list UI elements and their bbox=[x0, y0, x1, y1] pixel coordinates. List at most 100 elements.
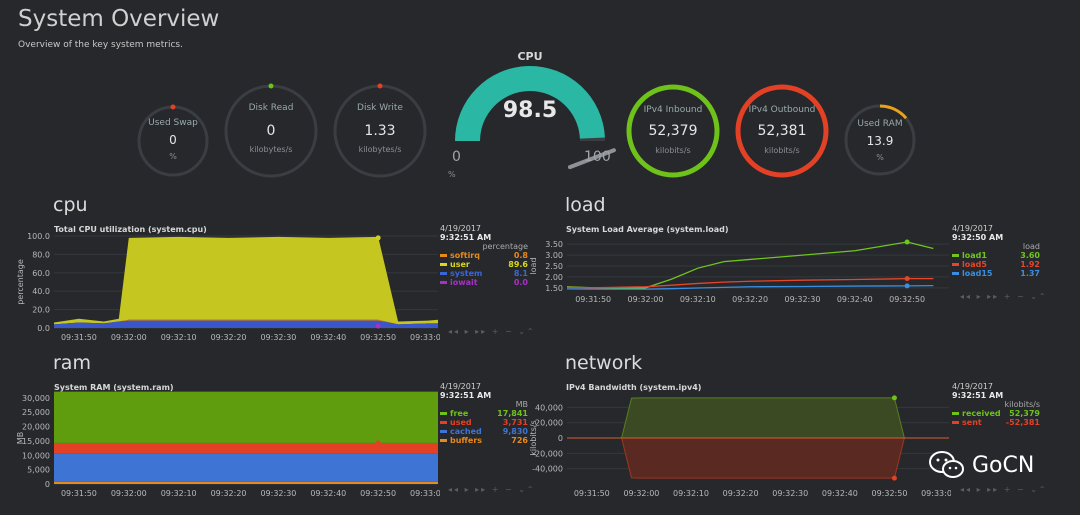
legend-item-user[interactable]: user 89.6 bbox=[440, 260, 528, 269]
network-chart-controls[interactable]: ◂◂ ▸ ▸▸ + − ⌄⌃ bbox=[960, 485, 1048, 494]
cpu-chart[interactable]: 0.0 20.0 40.0 60.0 80.0 100.0 percentage 09:31:… bbox=[14, 230, 440, 342]
disk-write-ring bbox=[333, 83, 427, 178]
cpu-gauge-value: 98.5 bbox=[502, 98, 558, 123]
load-legend: 4/19/2017 9:32:50 AM load load1 3.60 load5… bbox=[952, 224, 1040, 278]
x-tick-label: 09:32:00 bbox=[628, 295, 664, 304]
legend-item-softirq[interactable]: softirq 0.8 bbox=[440, 251, 528, 260]
ram-chart-controls[interactable]: ◂◂ ▸ ▸▸ + − ⌄⌃ bbox=[448, 485, 536, 494]
x-tick-label: 09:32:20 bbox=[732, 295, 768, 304]
y-tick-label: 3.50 bbox=[545, 240, 563, 249]
x-tick-label: 09:32:10 bbox=[161, 333, 197, 342]
cpu-gauge-needle bbox=[567, 148, 616, 170]
legend-item-system[interactable]: system 8.1 bbox=[440, 269, 528, 278]
legend-name: softirq bbox=[450, 251, 480, 260]
y-tick-label: 30,000 bbox=[22, 394, 50, 403]
ipv4-outbound-value: 52,381 bbox=[757, 123, 807, 139]
legend-item-received[interactable]: received 52,379 bbox=[952, 409, 1040, 418]
legend-value: -52,381 bbox=[1005, 418, 1040, 427]
cpu-point-user bbox=[375, 235, 381, 241]
legend-item-sent[interactable]: sent -52,381 bbox=[952, 418, 1040, 427]
used-ram-gauge[interactable]: Used RAM 13.9 % bbox=[843, 103, 917, 177]
legend-swatch bbox=[440, 254, 447, 257]
legend-unit: load bbox=[1022, 242, 1040, 251]
disk-write-gauge[interactable]: Disk Write 1.33 kilobytes/s bbox=[332, 83, 428, 179]
x-tick-label: 09:33:00 bbox=[410, 333, 440, 342]
legend-swatch bbox=[440, 412, 447, 415]
legend-item-label: load15 bbox=[952, 269, 993, 278]
y-axis-label: kilobits/s bbox=[529, 420, 538, 455]
gocn-logo-text: GoCN bbox=[972, 452, 1035, 478]
used-swap-ring bbox=[137, 104, 209, 177]
load-point-load1 bbox=[904, 239, 910, 245]
legend-item-used[interactable]: used 3,731 bbox=[440, 418, 528, 427]
legend-date: 4/19/2017 bbox=[440, 224, 482, 233]
load-chart-title: System Load Average (system.load) bbox=[566, 225, 729, 234]
legend-name: used bbox=[450, 418, 472, 427]
x-tick-label: 09:32:40 bbox=[310, 333, 346, 342]
y-tick-label: 60.0 bbox=[32, 269, 50, 278]
legend-swatch bbox=[440, 421, 447, 424]
x-tick-label: 09:31:50 bbox=[574, 489, 610, 498]
legend-item-free[interactable]: free 17,841 bbox=[440, 409, 528, 418]
legend-item-label: used bbox=[440, 418, 472, 427]
x-tick-label: 09:32:50 bbox=[889, 295, 925, 304]
disk-write-value: 1.33 bbox=[364, 123, 396, 139]
x-tick-label: 09:32:10 bbox=[680, 295, 716, 304]
legend-value: 17,841 bbox=[497, 409, 528, 418]
legend-item-cached[interactable]: cached 9,830 bbox=[440, 427, 528, 436]
x-tick-label: 09:32:20 bbox=[723, 489, 759, 498]
network-chart[interactable]: -40,000 -20,000 0 20,000 40,000 kilobits/s 09:… bbox=[527, 388, 951, 500]
legend-item-buffers[interactable]: buffers 726 bbox=[440, 436, 528, 445]
load-chart[interactable]: 1.50 2.00 2.50 3.00 3.50 load 09:31:50 09:32:00… bbox=[527, 230, 951, 310]
ram-legend: 4/19/2017 9:32:51 AM MB free 17,841 used 3,… bbox=[440, 382, 528, 445]
y-tick-label: 2.50 bbox=[545, 262, 563, 271]
load-chart-controls[interactable]: ◂◂ ▸ ▸▸ + − ⌄⌃ bbox=[960, 292, 1048, 301]
legend-item-iowait[interactable]: iowait 0.0 bbox=[440, 278, 528, 287]
y-tick-label: 40.0 bbox=[32, 287, 50, 296]
network-area-received bbox=[567, 397, 949, 439]
page-title: System Overview bbox=[18, 6, 220, 32]
x-tick-label: 09:32:50 bbox=[360, 333, 396, 342]
load-point-load15 bbox=[904, 283, 910, 289]
disk-write-label: Disk Write bbox=[357, 103, 403, 113]
disk-read-gauge[interactable]: Disk Read 0 kilobytes/s bbox=[223, 83, 319, 179]
ipv4-outbound-gauge[interactable]: IPv4 Outbound 52,381 kilobits/s bbox=[734, 83, 830, 179]
legend-value: 8.1 bbox=[513, 269, 528, 278]
used-ram-ring bbox=[844, 104, 916, 176]
ipv4-inbound-gauge[interactable]: IPv4 Inbound 52,379 kilobits/s bbox=[625, 83, 721, 179]
disk-write-unit: kilobytes/s bbox=[358, 145, 402, 154]
cpu-chart-controls[interactable]: ◂◂ ▸ ▸▸ + − ⌄⌃ bbox=[448, 327, 536, 336]
y-tick-label: 10,000 bbox=[22, 451, 50, 460]
legend-item-load15[interactable]: load15 1.37 bbox=[952, 269, 1040, 278]
legend-item-load1[interactable]: load1 3.60 bbox=[952, 251, 1040, 260]
used-swap-gauge[interactable]: Used Swap 0 % bbox=[136, 104, 210, 178]
x-tick-label: 09:31:50 bbox=[61, 333, 97, 342]
x-tick-label: 09:32:10 bbox=[673, 489, 709, 498]
section-ram: ram bbox=[53, 352, 91, 374]
ram-chart[interactable]: 0 5,000 10,000 15,000 20,000 25,000 30,000 MB 09… bbox=[14, 388, 440, 500]
y-tick-label: 5,000 bbox=[27, 466, 50, 475]
legend-item-load5[interactable]: load5 1.92 bbox=[952, 260, 1040, 269]
legend-item-label: cached bbox=[440, 427, 482, 436]
y-tick-label: 80.0 bbox=[32, 250, 50, 259]
cpu-gauge-arc bbox=[455, 66, 616, 170]
cpu-gauge[interactable]: CPU 98.5 0 100 % bbox=[440, 46, 620, 186]
network-point-sent bbox=[891, 475, 897, 481]
disk-read-unit: kilobytes/s bbox=[249, 145, 293, 154]
x-tick-label: 09:32:10 bbox=[161, 489, 197, 498]
y-tick-label: 0.0 bbox=[37, 324, 50, 333]
legend-name: buffers bbox=[450, 436, 483, 445]
used-swap-label: Used Swap bbox=[148, 118, 198, 128]
x-tick-label: 09:32:50 bbox=[871, 489, 907, 498]
ipv4-outbound-unit: kilobits/s bbox=[764, 146, 800, 155]
legend-value: 89.6 bbox=[508, 260, 528, 269]
x-tick-label: 09:32:30 bbox=[785, 295, 821, 304]
legend-unit: kilobits/s bbox=[1004, 400, 1040, 409]
x-tick-label: 09:32:50 bbox=[360, 489, 396, 498]
y-tick-label: 100.0 bbox=[27, 232, 50, 241]
y-tick-label: 25,000 bbox=[22, 408, 50, 417]
cpu-chart-title: Total CPU utilization (system.cpu) bbox=[54, 225, 207, 234]
legend-name: sent bbox=[962, 418, 982, 427]
used-swap-value: 0 bbox=[169, 133, 177, 147]
legend-swatch bbox=[440, 439, 447, 442]
